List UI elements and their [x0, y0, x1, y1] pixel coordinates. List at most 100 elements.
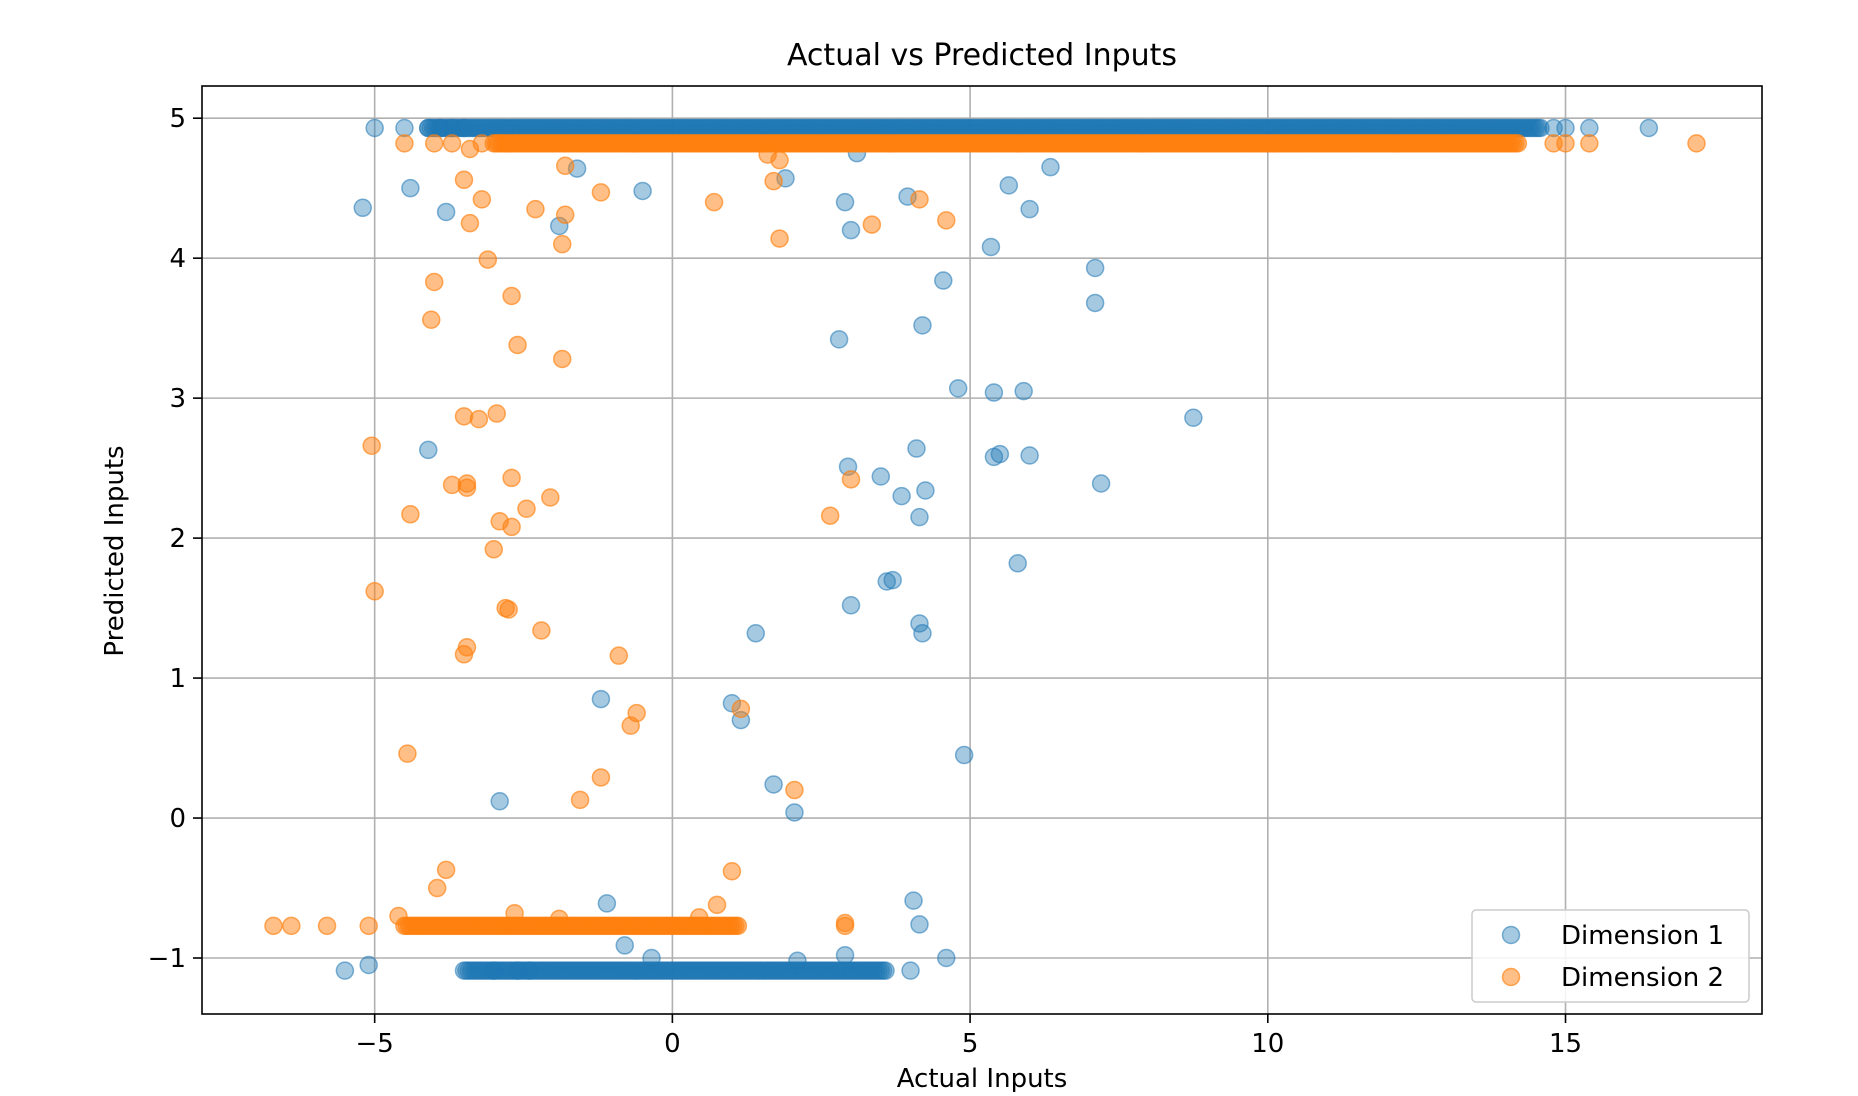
scatter-point: [508, 335, 527, 355]
scatter-point: [910, 190, 929, 209]
scatter-point: [436, 202, 456, 222]
scatter-point: [282, 916, 301, 936]
scatter-point: [365, 118, 384, 138]
scatter-point: [401, 178, 420, 198]
scatter-point: [457, 478, 477, 497]
scatter-point: [1020, 199, 1039, 219]
scatter-point: [550, 909, 569, 929]
scatter-point: [499, 600, 518, 619]
legend-label-dimension-1: Dimension 1: [1561, 921, 1724, 951]
series-2-points: [264, 134, 1706, 936]
scatter-point: [532, 621, 551, 640]
scatter-point: [395, 118, 414, 138]
scatter-point: [472, 190, 492, 209]
scatter-point: [490, 791, 509, 811]
axis-ticks: −5 0 5 10 15 −1 0 1 2 3 4 5: [148, 104, 1582, 1059]
scatter-point: [555, 205, 575, 225]
scatter-point: [359, 916, 378, 936]
scatter-point: [990, 444, 1010, 464]
scatter-point: [419, 440, 438, 460]
scatter-point: [704, 192, 724, 212]
scatter-point: [264, 916, 283, 936]
plot-frame: [201, 85, 1763, 1015]
scatter-point: [910, 915, 929, 934]
scatter-point: [442, 134, 462, 153]
scatter-point: [517, 499, 536, 518]
scatter-point: [597, 894, 617, 913]
scatter-point: [502, 468, 521, 488]
y-tick-label: 5: [169, 104, 186, 134]
y-tick-label: −1: [148, 944, 186, 974]
scatter-point: [916, 481, 935, 500]
scatter-point: [487, 404, 506, 423]
legend-marker-dimension-1: [1501, 925, 1521, 945]
legend-label-dimension-2: Dimension 2: [1561, 963, 1724, 993]
scatter-point: [469, 409, 489, 429]
scatter-point: [427, 878, 447, 898]
scatter-point: [764, 171, 783, 191]
scatter-point: [615, 936, 634, 955]
scatter-point: [609, 646, 629, 665]
scatter-point: [502, 517, 521, 537]
saturated-lower-point: [876, 961, 895, 980]
scatter-point: [520, 961, 539, 980]
scatter-point: [457, 638, 477, 657]
scatter-point: [424, 272, 444, 292]
scatter-point: [642, 948, 661, 968]
scatter-point: [877, 572, 896, 591]
scatter-point: [353, 198, 373, 218]
y-tick-label: 0: [169, 804, 186, 834]
scatter-point: [731, 699, 751, 719]
scatter-point: [436, 860, 456, 880]
scatter-point: [421, 310, 441, 329]
scatter-point: [770, 229, 789, 248]
scatter-point: [555, 156, 575, 176]
scatter-point: [502, 286, 521, 306]
scatter-point: [758, 145, 777, 164]
scatter-point: [460, 213, 480, 233]
scatter-point: [389, 906, 408, 926]
scatter-point: [984, 383, 1004, 402]
scatter-point: [1085, 293, 1105, 313]
scatter-point: [835, 945, 855, 965]
scatter-point: [764, 775, 783, 794]
grid-lines: [202, 86, 1762, 1014]
chart-title: Actual vs Predicted Inputs: [787, 38, 1177, 73]
scatter-point: [591, 768, 611, 787]
scatter-point: [1184, 408, 1203, 427]
scatter-point: [841, 596, 861, 615]
y-tick-label: 4: [169, 244, 186, 274]
saturated-lower-point: [728, 916, 748, 936]
x-tick-label: 15: [1549, 1029, 1582, 1059]
scatter-point: [862, 215, 882, 234]
y-axis-label: Predicted Inputs: [100, 445, 130, 656]
scatter-point: [526, 199, 545, 219]
y-tick-label: 1: [169, 664, 186, 694]
scatter-point: [1556, 134, 1575, 153]
scatter-point: [484, 961, 504, 980]
scatter-point: [999, 176, 1019, 195]
scatter-point: [1008, 554, 1027, 573]
y-tick-label: 3: [169, 384, 186, 414]
scatter-point: [913, 316, 932, 335]
scatter-point: [633, 181, 652, 201]
scatter-point: [1041, 157, 1060, 177]
scatter-point: [401, 505, 420, 524]
x-tick-label: 0: [664, 1029, 681, 1059]
scatter-point: [454, 170, 474, 190]
scatter-point: [904, 891, 923, 910]
scatter-point: [591, 183, 611, 202]
saturated-upper-point: [1508, 134, 1528, 153]
data-points: [264, 118, 1706, 980]
scatter-point: [1556, 118, 1575, 138]
scatter-point: [722, 861, 742, 881]
scatter-point: [835, 192, 855, 212]
scatter-point: [362, 436, 381, 455]
scatter-point: [707, 895, 727, 915]
scatter-point: [541, 488, 560, 507]
saturated-upper-point: [1531, 118, 1550, 138]
scatter-point: [1580, 118, 1599, 138]
scatter-point: [335, 961, 355, 980]
